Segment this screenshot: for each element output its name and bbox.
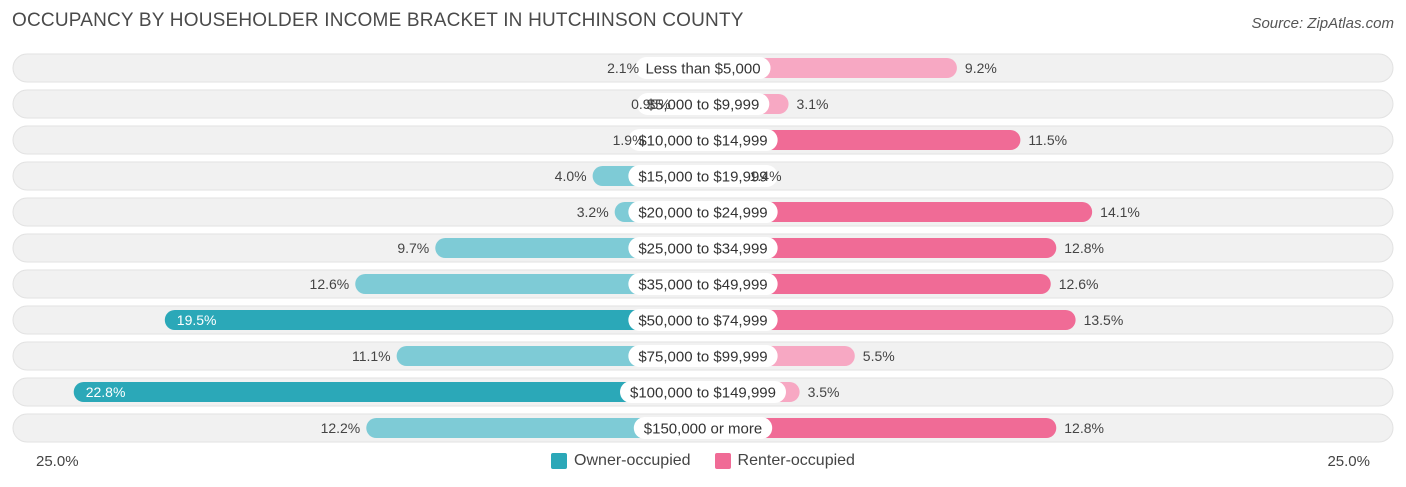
owner-value-label: 19.5% [177, 312, 217, 328]
category-label: $150,000 or more [644, 421, 762, 438]
owner-value-label: 0.95% [631, 96, 671, 112]
category-label: $25,000 to $34,999 [638, 241, 767, 258]
axis-left-label: 25.0% [36, 453, 79, 470]
legend-renter: Renter-occupied [714, 452, 855, 470]
renter-bar [693, 238, 1057, 258]
renter-bar [693, 418, 1057, 438]
owner-value-label: 4.0% [555, 168, 587, 184]
renter-value-label: 3.5% [808, 384, 840, 400]
chart-row: $20,000 to $24,999 3.2% 14.1% [12, 197, 1394, 227]
legend: Owner-occupied Renter-occupied [0, 452, 1406, 470]
category-pill [633, 417, 773, 439]
legend-owner-label: Owner-occupied [574, 452, 691, 469]
diverging-bar-chart: Less than $5,000 2.1% 9.2% $5,000 to $9,999… [12, 53, 1394, 443]
axis-right-label: 25.0% [1327, 453, 1370, 470]
owner-bar [73, 382, 714, 402]
category-pill [628, 129, 778, 151]
category-label: $10,000 to $14,999 [638, 133, 767, 150]
category-pill [628, 201, 778, 223]
chart-row: Less than $5,000 2.1% 9.2% [12, 53, 1394, 83]
category-pill [628, 237, 778, 259]
category-label: $50,000 to $74,999 [638, 313, 767, 330]
chart-row: $100,000 to $149,999 22.8% 3.5% [12, 377, 1394, 407]
renter-value-label: 12.6% [1059, 276, 1099, 292]
owner-value-label: 2.1% [607, 60, 639, 76]
category-pill [628, 165, 778, 187]
chart-title: OCCUPANCY BY HOUSEHOLDER INCOME BRACKET … [12, 10, 744, 31]
category-pill [635, 57, 771, 79]
owner-value-label: 1.9% [613, 132, 645, 148]
owner-value-label: 9.7% [397, 240, 429, 256]
renter-value-label: 12.8% [1064, 420, 1104, 436]
legend-renter-swatch [714, 453, 731, 469]
chart-row: $35,000 to $49,999 12.6% 12.6% [12, 269, 1394, 299]
owner-bar [164, 310, 714, 330]
renter-bar [693, 310, 1076, 330]
owner-value-label: 12.2% [321, 420, 361, 436]
owner-value-label: 22.8% [86, 384, 126, 400]
legend-renter-label: Renter-occupied [737, 452, 855, 469]
renter-value-label: 5.5% [863, 348, 895, 364]
category-pill [628, 345, 778, 367]
owner-bar [355, 274, 713, 294]
category-label: $5,000 to $9,999 [647, 97, 760, 114]
renter-value-label: 9.2% [965, 60, 997, 76]
owner-value-label: 12.6% [310, 276, 350, 292]
category-pill [628, 273, 778, 295]
category-label: $100,000 to $149,999 [630, 385, 776, 402]
source-credit: Source: ZipAtlas.com [1251, 15, 1394, 32]
renter-value-label: 11.5% [1028, 132, 1067, 148]
renter-value-label: 14.1% [1100, 204, 1140, 220]
chart-row: $25,000 to $34,999 9.7% 12.8% [12, 233, 1394, 263]
category-label: $20,000 to $24,999 [638, 205, 767, 222]
owner-value-label: 11.1% [352, 348, 391, 364]
owner-value-label: 3.2% [577, 204, 609, 220]
category-label: $75,000 to $99,999 [638, 349, 767, 366]
chart-row: $75,000 to $99,999 11.1% 5.5% [12, 341, 1394, 371]
renter-bar [693, 274, 1051, 294]
chart-row: $15,000 to $19,999 4.0% 1.4% [12, 161, 1394, 191]
category-label: $15,000 to $19,999 [638, 169, 767, 186]
renter-value-label: 3.1% [797, 96, 829, 112]
legend-owner: Owner-occupied [551, 452, 691, 470]
renter-value-label: 13.5% [1084, 312, 1124, 328]
chart-row: $150,000 or more 12.2% 12.8% [12, 413, 1394, 443]
owner-bar [366, 418, 713, 438]
category-label: Less than $5,000 [645, 61, 760, 78]
category-pill [636, 93, 770, 115]
category-pill [620, 381, 786, 403]
category-pill [628, 309, 778, 331]
legend-owner-swatch [551, 453, 568, 469]
renter-value-label: 1.4% [750, 168, 782, 184]
renter-bar [693, 202, 1093, 222]
chart-row: $50,000 to $74,999 19.5% 13.5% [12, 305, 1394, 335]
renter-value-label: 12.8% [1064, 240, 1104, 256]
category-label: $35,000 to $49,999 [638, 277, 767, 294]
